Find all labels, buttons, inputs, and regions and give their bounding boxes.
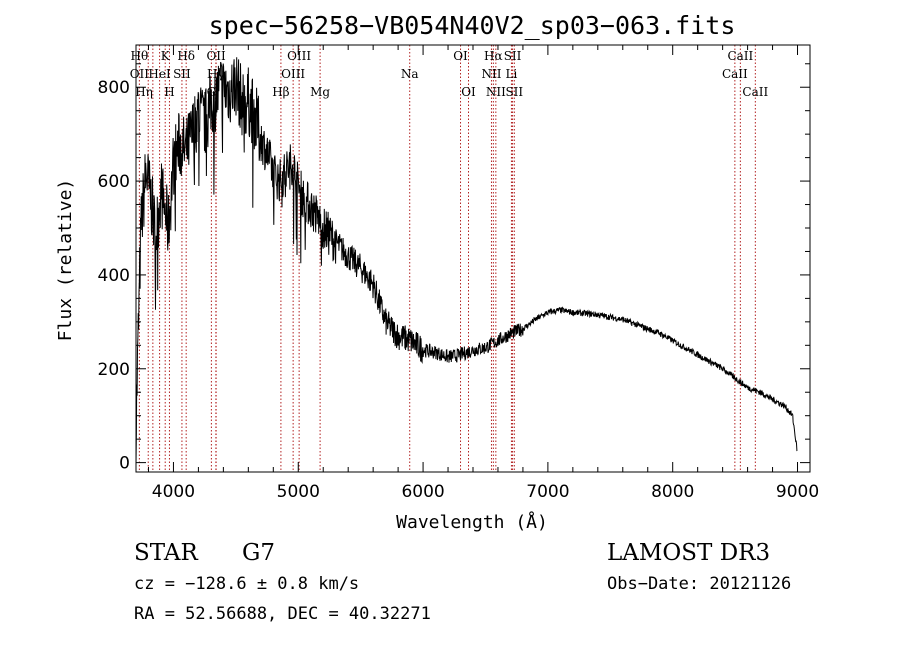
spectral-line-label: NII [481,67,501,81]
y-axis: 0 200 400 600 800 [98,63,810,474]
spectral-line-label: NII [486,85,506,99]
spectral-line-label: OI [461,85,476,99]
spectral-line-label: Li [506,67,518,81]
spectral-line-label: Hβ [272,85,289,99]
x-tick-label: 9000 [776,482,819,502]
spectral-line-label: Hδ [177,49,195,63]
spectral-line-label: SII [173,67,191,81]
x-tick-label: 7000 [526,482,569,502]
x-axis: 4000 5000 6000 7000 8000 9000 [147,45,819,502]
y-tick-label: 400 [98,266,130,286]
spectral-line-label: H [164,85,174,99]
y-tick-label: 600 [98,172,130,192]
spectral-line-label: CaII [722,67,748,81]
chart-title: spec−56258−VB054N40V2_sp03−063.fits [209,11,736,40]
x-tick-label: 6000 [401,482,444,502]
spectrum-line [135,57,798,466]
spectral-line-label: CaII [742,85,768,99]
coordinates-readout: RA = 52.56688, DEC = 40.32271 [134,604,431,624]
spectral-line-label: Mg [310,85,330,99]
spectral-line-label: SII [505,85,523,99]
y-tick-label: 200 [98,360,130,380]
spectral-line-label: HeI [148,67,171,81]
object-class: STAR [134,540,198,566]
spectral-line-label: OIII [281,67,305,81]
observation-date: Obs−Date: 20121126 [607,574,792,594]
spectral-line-label: OII [130,67,150,81]
object-subclass: G7 [242,540,276,566]
spectral-line-label: OI [453,49,468,63]
x-tick-label: 5000 [277,482,320,502]
plot-frame [135,44,811,473]
spectral-line-label: Na [401,67,419,81]
spectral-line-markers [138,45,756,472]
spectral-line-label: CaII [727,49,753,63]
spectral-line-label: OIII [287,49,311,63]
y-tick-label: 0 [119,454,130,474]
y-axis-label: Flux (relative) [55,179,76,342]
x-tick-label: 4000 [152,482,195,502]
spectral-line-label: SII [504,49,522,63]
spectral-line-label: OII [206,49,226,63]
survey-name: LAMOST DR3 [607,540,771,566]
x-axis-label: Wavelength (Å) [396,511,548,533]
spectral-line-label: K [161,49,171,63]
spectral-line-label: Hα [484,49,503,63]
spectral-line-label: Hθ [131,49,149,63]
spectral-line-label: Hη [135,85,153,99]
y-tick-label: 800 [98,78,130,98]
x-tick-label: 8000 [651,482,694,502]
redshift-readout: cz = −128.6 ± 0.8 km/s [134,574,360,594]
